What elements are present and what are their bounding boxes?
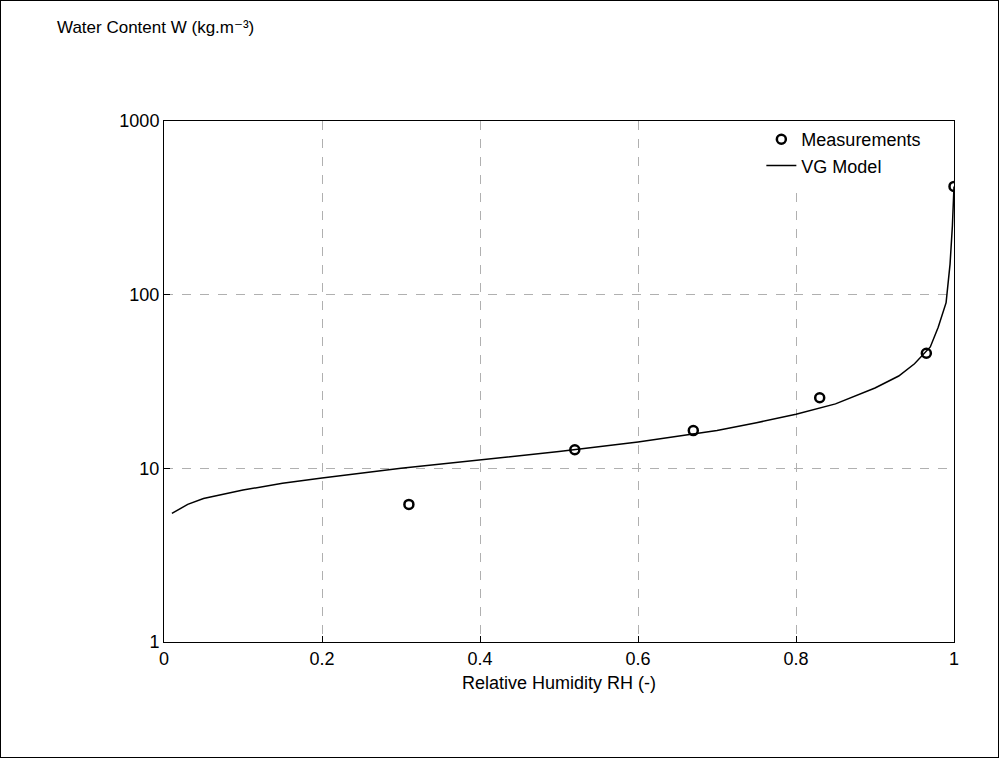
svg-text:Measurements: Measurements [801,130,920,150]
svg-text:VG Model: VG Model [801,157,881,177]
svg-text:100: 100 [129,285,159,305]
svg-text:1000: 1000 [119,111,159,131]
svg-text:10: 10 [139,459,159,479]
svg-text:0.8: 0.8 [783,649,808,669]
svg-text:Relative Humidity RH (-): Relative Humidity RH (-) [462,673,656,693]
svg-text:0: 0 [159,649,169,669]
svg-text:1: 1 [149,632,159,652]
svg-text:1: 1 [949,649,959,669]
svg-text:0.2: 0.2 [309,649,334,669]
svg-text:0.6: 0.6 [625,649,650,669]
svg-text:0.4: 0.4 [467,649,492,669]
svg-text:Water Content W (kg.m⁻³): Water Content W (kg.m⁻³) [57,18,254,37]
